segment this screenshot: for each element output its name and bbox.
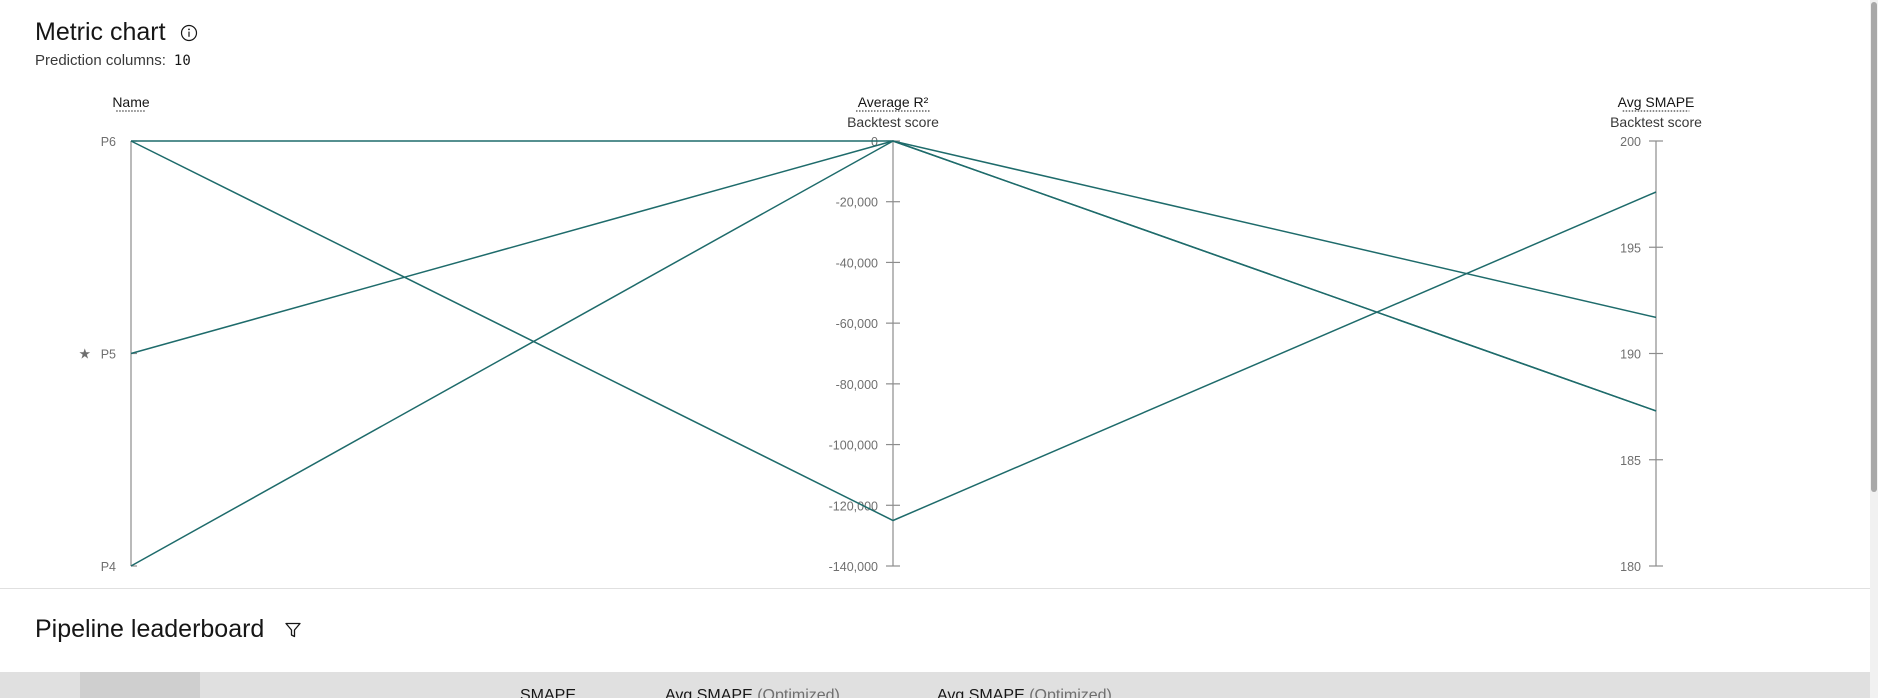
column-header-avg-smape-1[interactable]: Avg SMAPE (Optimized) [665, 687, 840, 698]
tick-label: -20,000 [836, 196, 878, 210]
tick-label: 195 [1620, 241, 1641, 255]
axis-label-name: Name [112, 94, 150, 110]
tick-label: P4 [101, 560, 116, 574]
column-header-smape[interactable]: SMAPE [520, 687, 576, 698]
series-line-0 [130, 140, 1657, 522]
filter-icon[interactable] [284, 621, 302, 639]
section-divider [0, 588, 1870, 589]
axis-label-avg_r2: Average R² [858, 94, 929, 110]
leaderboard-title-row: Pipeline leaderboard [35, 615, 302, 644]
column-header-label: SMAPE [520, 687, 577, 698]
parallel-coordinates-chart: Name P6 P5 ★ P4 Average R² Backtest score 0 -20,… [78, 94, 1702, 574]
leaderboard-table-header: SMAPE Avg SMAPE (Optimized) Avg SMAPE (O… [0, 672, 1870, 698]
tick-label: -100,000 [829, 439, 878, 453]
star-icon: ★ [78, 346, 91, 362]
tick-label: 185 [1620, 454, 1641, 468]
column-header-label: Avg SMAPE [665, 687, 753, 698]
axis-sublabel-avg_smape: Backtest score [1610, 114, 1702, 130]
prediction-columns-value: 10 [173, 53, 191, 69]
page-scrollbar-thumb[interactable] [1871, 2, 1877, 492]
tick-label: -140,000 [829, 560, 878, 574]
tick-label: 200 [1620, 135, 1641, 149]
column-header-qualifier: (Optimized) [757, 687, 840, 698]
column-header-label: Avg SMAPE [937, 687, 1025, 698]
metric-chart-title-row: Metric chart [35, 18, 198, 47]
axis-label-avg_smape: Avg SMAPE [1618, 94, 1695, 110]
column-header-qualifier: (Optimized) [1029, 687, 1112, 698]
metric-chart-title: Metric chart [35, 18, 166, 46]
tick-label: 0 [871, 135, 878, 149]
axis-sublabel-avg_r2: Backtest score [847, 114, 939, 130]
table-header-select-cell[interactable] [80, 672, 200, 698]
tick-label: -80,000 [836, 378, 878, 392]
tick-label: P5 [101, 348, 116, 362]
tick-label: -120,000 [829, 499, 878, 513]
tick-label: -40,000 [836, 256, 878, 270]
leaderboard-title: Pipeline leaderboard [35, 615, 265, 643]
tick-label: -60,000 [836, 317, 878, 331]
tick-label: P6 [101, 135, 116, 149]
tick-label: 190 [1620, 348, 1641, 362]
prediction-columns-label: Prediction columns: [35, 52, 166, 69]
tick-label: 180 [1620, 560, 1641, 574]
metric-chart-section: Metric chart Prediction columns: 10 Name P… [35, 18, 1703, 574]
info-icon[interactable] [180, 24, 198, 42]
series-line-3 [131, 140, 1657, 412]
column-header-avg-smape-2[interactable]: Avg SMAPE (Optimized) [937, 687, 1112, 698]
prediction-columns: Prediction columns: 10 [35, 52, 191, 69]
